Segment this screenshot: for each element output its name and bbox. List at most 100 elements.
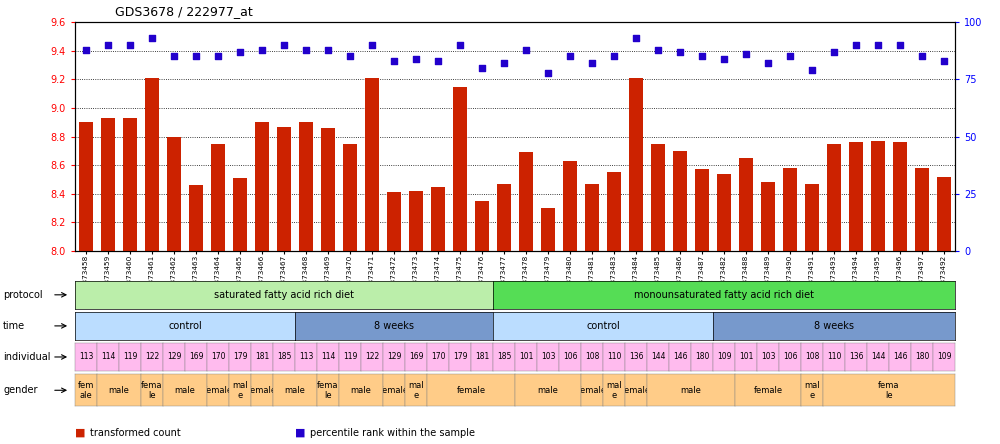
Text: 185: 185: [277, 353, 291, 361]
Text: control: control: [168, 321, 202, 331]
Point: [936, 58, 952, 65]
Text: 169: 169: [189, 353, 203, 361]
Text: 106: 106: [783, 353, 797, 361]
Point: [914, 53, 930, 60]
Text: female: female: [753, 386, 783, 395]
Text: 113: 113: [79, 353, 93, 361]
Bar: [167, 136, 181, 251]
Text: GDS3678 / 222977_at: GDS3678 / 222977_at: [115, 5, 253, 18]
Text: 106: 106: [563, 353, 577, 361]
Text: transformed count: transformed count: [90, 428, 181, 438]
Text: 180: 180: [695, 353, 709, 361]
Bar: [343, 144, 357, 251]
Text: 146: 146: [893, 353, 907, 361]
Point: [562, 53, 578, 60]
Text: male: male: [285, 386, 305, 395]
Text: 129: 129: [387, 353, 401, 361]
Text: saturated fatty acid rich diet: saturated fatty acid rich diet: [214, 290, 354, 300]
Bar: [409, 191, 423, 251]
Bar: [299, 122, 313, 251]
Text: 114: 114: [101, 353, 115, 361]
Point: [276, 42, 292, 49]
Text: 180: 180: [915, 353, 929, 361]
Point: [320, 46, 336, 53]
Point: [892, 42, 908, 49]
Text: 119: 119: [343, 353, 357, 361]
Point: [166, 53, 182, 60]
Point: [540, 69, 556, 76]
Text: female: female: [456, 386, 486, 395]
Bar: [805, 184, 819, 251]
Text: 108: 108: [585, 353, 599, 361]
Bar: [585, 184, 599, 251]
Point: [716, 55, 732, 62]
Bar: [607, 172, 621, 251]
Bar: [145, 78, 159, 251]
Bar: [79, 122, 93, 251]
Text: male: male: [351, 386, 371, 395]
Point: [804, 67, 820, 74]
Bar: [189, 185, 203, 251]
Point: [408, 55, 424, 62]
Text: monounsaturated fatty acid rich diet: monounsaturated fatty acid rich diet: [634, 290, 814, 300]
Point: [650, 46, 666, 53]
Text: 144: 144: [651, 353, 665, 361]
Text: 136: 136: [629, 353, 643, 361]
Point: [364, 42, 380, 49]
Text: 170: 170: [211, 353, 225, 361]
Point: [584, 60, 600, 67]
Bar: [519, 152, 533, 251]
Text: 113: 113: [299, 353, 313, 361]
Bar: [365, 78, 379, 251]
Text: fema
le: fema le: [141, 381, 163, 400]
Text: fem
ale: fem ale: [78, 381, 94, 400]
Bar: [563, 161, 577, 251]
Point: [518, 46, 534, 53]
Text: 8 weeks: 8 weeks: [374, 321, 414, 331]
Point: [386, 58, 402, 65]
Point: [122, 42, 138, 49]
Bar: [255, 122, 269, 251]
Text: 8 weeks: 8 weeks: [814, 321, 854, 331]
Bar: [893, 142, 907, 251]
Text: 108: 108: [805, 353, 819, 361]
Point: [188, 53, 204, 60]
Bar: [937, 177, 951, 251]
Bar: [871, 141, 885, 251]
Text: gender: gender: [3, 385, 38, 395]
Text: 181: 181: [255, 353, 269, 361]
Text: 181: 181: [475, 353, 489, 361]
Text: mal
e: mal e: [606, 381, 622, 400]
Text: 103: 103: [541, 353, 555, 361]
Point: [474, 64, 490, 71]
Text: female: female: [577, 386, 607, 395]
Point: [232, 48, 248, 56]
Point: [496, 60, 512, 67]
Text: ■: ■: [295, 428, 306, 438]
Point: [100, 42, 116, 49]
Point: [298, 46, 314, 53]
Text: mal
e: mal e: [408, 381, 424, 400]
Bar: [739, 158, 753, 251]
Point: [452, 42, 468, 49]
Text: individual: individual: [3, 352, 50, 362]
Point: [210, 53, 226, 60]
Point: [694, 53, 710, 60]
Bar: [651, 144, 665, 251]
Point: [760, 60, 776, 67]
Text: mal
e: mal e: [804, 381, 820, 400]
Bar: [123, 118, 137, 251]
Bar: [497, 184, 511, 251]
Point: [254, 46, 270, 53]
Text: 122: 122: [145, 353, 159, 361]
Text: male: male: [175, 386, 195, 395]
Text: 110: 110: [827, 353, 841, 361]
Text: 136: 136: [849, 353, 863, 361]
Text: 179: 179: [453, 353, 467, 361]
Bar: [717, 174, 731, 251]
Bar: [783, 168, 797, 251]
Text: 129: 129: [167, 353, 181, 361]
Point: [144, 35, 160, 42]
Text: 114: 114: [321, 353, 335, 361]
Bar: [101, 118, 115, 251]
